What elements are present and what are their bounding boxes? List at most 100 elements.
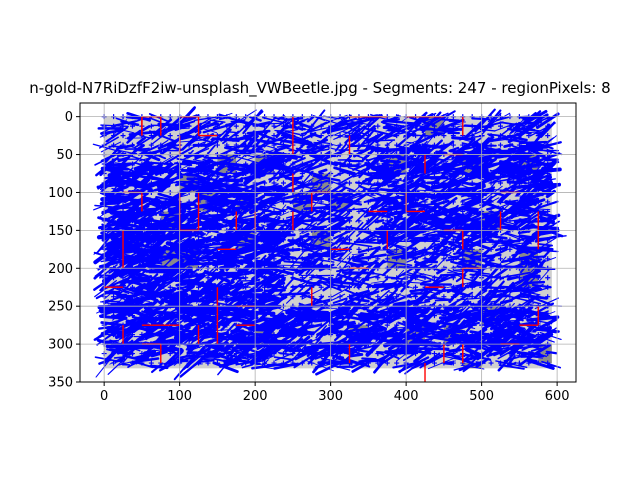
point-marker (365, 294, 371, 300)
point-marker (271, 237, 277, 243)
point-marker (365, 284, 371, 290)
segment-line (468, 282, 477, 285)
point-marker (365, 180, 371, 186)
segment-line (487, 115, 496, 123)
segment-line (158, 361, 177, 372)
segment-line (299, 194, 318, 198)
point-marker (469, 284, 475, 290)
point-marker (262, 360, 268, 366)
point-marker (280, 237, 286, 243)
segment-line (133, 161, 153, 171)
segment-line (186, 271, 206, 287)
segment-line (499, 274, 509, 281)
point-marker (498, 313, 504, 319)
point-marker (224, 142, 230, 148)
point-marker (488, 161, 494, 167)
segment-line (538, 259, 546, 268)
segment-line (231, 344, 260, 351)
point-marker (498, 322, 504, 328)
segment-line (181, 160, 208, 165)
segment-line (383, 260, 413, 267)
point-marker (450, 246, 456, 252)
segment-line (180, 185, 190, 192)
point-marker (375, 199, 381, 205)
segment-line (486, 234, 508, 240)
point-marker (148, 284, 154, 290)
point-marker (347, 294, 353, 300)
segment-line (492, 178, 502, 182)
point-marker (347, 256, 353, 262)
segment-line (163, 146, 193, 165)
segment-line (201, 358, 211, 361)
point-marker (431, 171, 437, 177)
segment-line (518, 344, 546, 350)
segment-line (286, 308, 316, 321)
point-marker (309, 351, 315, 357)
point-marker (356, 199, 362, 205)
point-marker (375, 294, 381, 300)
segment-line (468, 152, 481, 162)
point-marker (318, 294, 324, 300)
segment-line (311, 276, 343, 282)
segment-line (98, 325, 113, 330)
point-marker (290, 332, 296, 338)
segment-line (303, 205, 337, 211)
point-marker (498, 294, 504, 300)
point-marker (450, 208, 456, 214)
segment-line (193, 338, 217, 359)
segment-line (486, 147, 511, 155)
segment-line (236, 293, 251, 302)
segment-line (511, 146, 530, 159)
point-marker (120, 142, 126, 148)
point-marker (413, 133, 419, 139)
segment-line (350, 261, 378, 268)
point-marker (271, 256, 277, 262)
segment-line (146, 296, 164, 305)
segment-line (416, 263, 433, 271)
segment-line (356, 114, 378, 121)
segment-line (297, 179, 312, 195)
segment-line (422, 229, 442, 236)
segment-line (332, 297, 348, 304)
point-marker (196, 284, 202, 290)
point-marker (120, 180, 126, 186)
segment-line (328, 267, 355, 287)
point-marker (299, 313, 305, 319)
point-marker (158, 256, 164, 262)
segment-line (107, 329, 127, 335)
point-marker (469, 332, 475, 338)
segment-line (313, 184, 323, 194)
segment-line (102, 166, 117, 173)
segment-line (316, 302, 341, 312)
segment-line (331, 315, 345, 321)
segment-line (334, 307, 347, 315)
segment-line (274, 144, 291, 152)
segment-line (419, 183, 431, 190)
point-marker (205, 360, 211, 366)
point-marker (384, 360, 390, 366)
point-marker (271, 171, 277, 177)
point-marker (365, 256, 371, 262)
segment-line (395, 262, 422, 280)
segment-line (535, 113, 549, 122)
point-marker (196, 161, 202, 167)
segment-line (275, 342, 293, 352)
segment-line (205, 304, 240, 312)
point-marker (375, 142, 381, 148)
point-marker (290, 351, 296, 357)
segment-line (414, 313, 434, 328)
segment-line (448, 337, 468, 341)
point-marker (280, 123, 286, 129)
segment-line (511, 173, 527, 179)
point-marker (347, 218, 353, 224)
point-marker (498, 237, 504, 243)
point-marker (186, 142, 192, 148)
point-marker (394, 180, 400, 186)
segment-line (136, 197, 150, 202)
segment-line (173, 356, 195, 381)
segment-line (453, 311, 482, 319)
segment-line (381, 262, 398, 277)
point-marker (365, 322, 371, 328)
point-marker (243, 332, 249, 338)
point-marker (384, 171, 390, 177)
